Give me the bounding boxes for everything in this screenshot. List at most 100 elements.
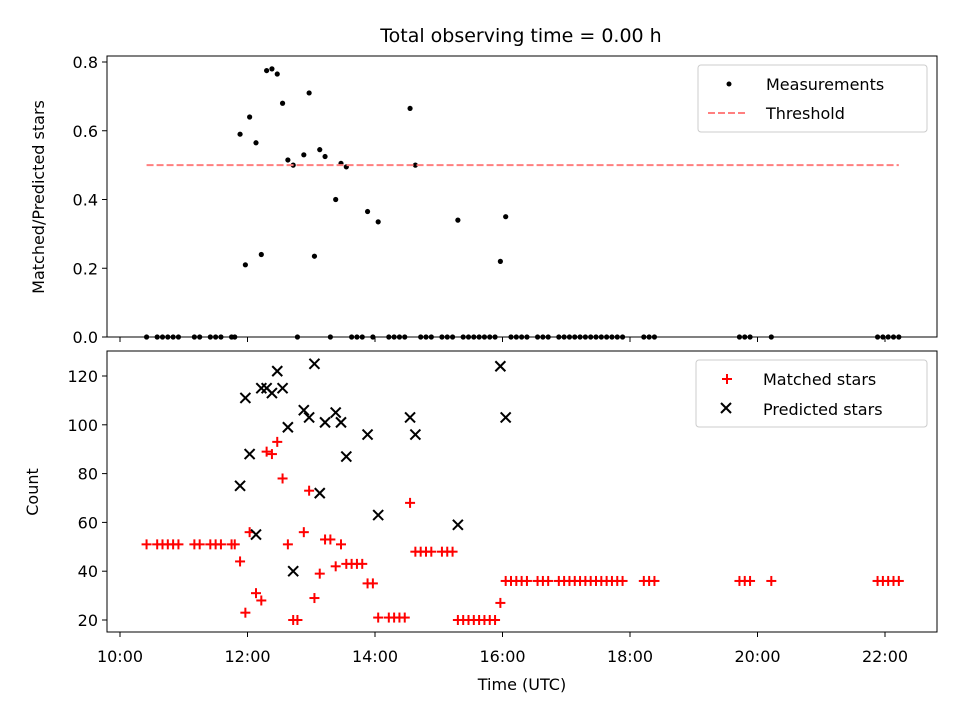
data-point [373, 612, 384, 623]
legend-label-measurements: Measurements [766, 75, 884, 94]
data-point [240, 607, 251, 618]
data-point [405, 497, 416, 508]
data-point [447, 546, 458, 557]
x-axis-label: Time (UTC) [477, 675, 566, 694]
data-point [285, 157, 291, 163]
data-point [495, 597, 506, 608]
data-point [497, 258, 503, 264]
data-point [322, 153, 328, 160]
data-point [308, 358, 321, 370]
data-point [282, 539, 293, 550]
data-point [319, 416, 331, 429]
data-point [766, 575, 777, 586]
data-point [361, 428, 374, 441]
data-point [215, 539, 226, 550]
x-ticks-top [119, 337, 886, 342]
y-tick-label: 0.6 [73, 122, 98, 141]
data-point [333, 196, 339, 203]
data-point [426, 546, 437, 557]
data-point [340, 450, 353, 463]
data-point [298, 404, 310, 416]
x-tick-label: 10:00 [97, 647, 143, 666]
data-point [503, 214, 509, 220]
data-point [375, 219, 381, 225]
legend-top: Measurements Threshold [697, 64, 928, 133]
data-point [243, 448, 256, 460]
series-predicted-stars [234, 358, 512, 577]
data-point [269, 66, 275, 72]
data-point [298, 527, 309, 538]
data-point [455, 217, 461, 223]
data-point [266, 387, 278, 399]
data-point [330, 561, 341, 572]
data-point [893, 575, 904, 586]
panel-count: 20 40 60 80 100 120 10:00 12:00 14:00 16:00 18:00… [23, 350, 938, 694]
data-point [329, 406, 342, 419]
y-axis-bottom: 20 40 60 80 100 120 [67, 367, 107, 630]
data-point [276, 382, 289, 394]
data-point [367, 578, 378, 589]
data-point [311, 253, 318, 259]
series-matched-stars [141, 436, 904, 625]
legend-marker-predicted [720, 402, 732, 414]
data-point [247, 114, 253, 120]
data-point [256, 595, 267, 606]
data-point [277, 473, 288, 484]
y-tick-label: 60 [78, 513, 98, 532]
plot-frame-top [106, 55, 938, 338]
chart-title: Total observing time = 0.00 h [379, 25, 661, 47]
data-point [239, 392, 252, 404]
legend-marker-measurements [726, 81, 732, 87]
data-point [141, 539, 152, 550]
legend-label-matched: Matched stars [763, 370, 876, 389]
x-tick-label: 20:00 [734, 647, 780, 666]
data-point [235, 556, 246, 567]
y-tick-label: 120 [67, 367, 98, 386]
data-point [309, 593, 320, 604]
data-point [409, 428, 422, 441]
data-point [372, 509, 384, 521]
data-point [287, 565, 299, 577]
data-point [314, 487, 326, 499]
data-point [314, 568, 325, 579]
y-tick-label: 0.0 [73, 328, 98, 347]
legend-label-threshold: Threshold [765, 104, 845, 123]
data-point [306, 90, 312, 96]
data-point [237, 131, 243, 137]
data-point [261, 446, 272, 457]
data-point [649, 575, 660, 586]
data-point [242, 262, 248, 268]
data-point [304, 485, 315, 496]
data-point [407, 105, 413, 112]
data-point [292, 615, 303, 625]
data-point [251, 588, 261, 599]
legend-marker-matched [722, 374, 732, 384]
data-point [499, 411, 512, 424]
plot-frame-bottom [106, 350, 938, 633]
data-point [303, 411, 315, 424]
data-point [272, 436, 283, 447]
x-axis-bottom: 10:00 12:00 14:00 16:00 18:00 20:00 22:00 [97, 632, 908, 666]
data-point [282, 421, 294, 433]
legend-label-predicted: Predicted stars [763, 400, 883, 419]
x-tick-label: 22:00 [862, 647, 908, 666]
y-tick-label: 0.8 [73, 53, 98, 72]
data-point [301, 152, 307, 158]
data-point [521, 575, 532, 586]
data-point [490, 615, 501, 625]
x-tick-label: 12:00 [224, 647, 270, 666]
y-axis-label-bottom: Count [23, 468, 42, 516]
data-point [173, 539, 184, 550]
y-tick-label: 80 [78, 465, 98, 484]
data-point [325, 534, 336, 545]
data-point [364, 208, 371, 215]
y-tick-label: 40 [78, 562, 98, 581]
data-point [271, 365, 283, 377]
y-tick-label: 20 [78, 611, 98, 630]
data-point [234, 480, 246, 492]
data-point [543, 575, 554, 586]
data-point [258, 251, 264, 258]
data-point [745, 575, 756, 586]
data-point [274, 71, 280, 77]
